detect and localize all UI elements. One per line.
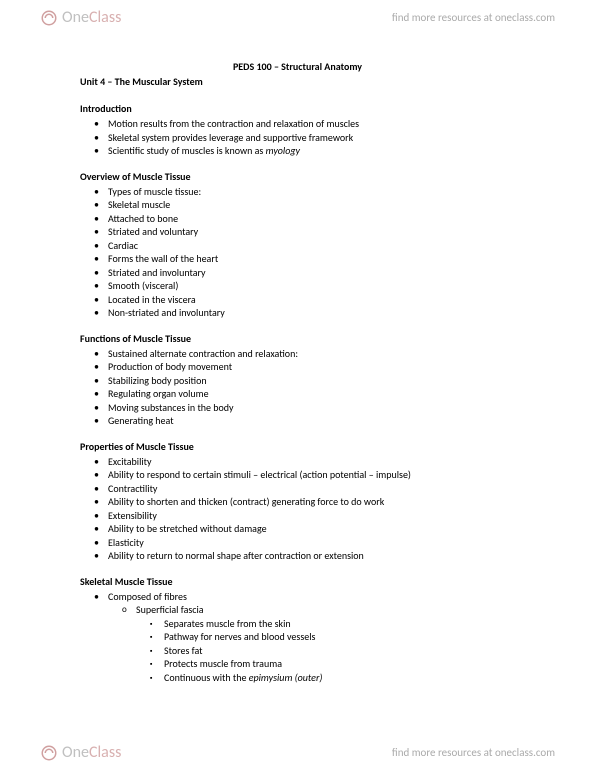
section-title: Skeletal Muscle Tissue [80, 575, 515, 588]
list-item: Types of muscle tissue: [108, 185, 515, 199]
list-item-text: Generating heat [108, 414, 174, 427]
list-item-text: Elasticity [108, 536, 144, 549]
list-item-text: Cardiac [108, 239, 138, 252]
header-tagline: find more resources at oneclass.com [392, 11, 555, 24]
list-item-text: Ability to respond to certain stimuli – … [108, 468, 411, 481]
list-item: Scientific study of muscles is known as … [108, 144, 515, 158]
section-title: Properties of Muscle Tissue [80, 440, 515, 453]
list-item-text: Attached to bone [108, 212, 178, 225]
list-item-text: Moving substances in the body [108, 401, 234, 414]
list-item-text: Ability to return to normal shape after … [108, 549, 364, 562]
list-item: Striated and involuntary [108, 266, 515, 280]
list-item: Forms the wall of the heart [108, 252, 515, 266]
list-item-text: Non-striated and involuntary [108, 306, 225, 319]
list-item: Production of body movement [108, 360, 515, 374]
logo-icon [40, 744, 58, 762]
list-item: Separates muscle from the skin [164, 617, 515, 631]
list-item: Elasticity [108, 536, 515, 550]
logo-text-class: Class [89, 743, 121, 762]
list-item-text: Skeletal system provides leverage and su… [108, 131, 353, 144]
list-item-text: Extensibility [108, 509, 157, 522]
list-item: Composed of fibresSuperficial fasciaSepa… [108, 590, 515, 685]
page-header: OneClass find more resources at oneclass… [0, 0, 595, 35]
logo: OneClass [40, 8, 121, 27]
list-item-text: Excitability [108, 455, 152, 468]
list-item: Sustained alternate contraction and rela… [108, 347, 515, 361]
list-item: Stabilizing body position [108, 374, 515, 388]
list-item: Stores fat [164, 644, 515, 658]
list-item: Extensibility [108, 509, 515, 523]
list-item-text: Composed of fibres [108, 590, 187, 603]
list-item-text: Motion results from the contraction and … [108, 117, 359, 130]
list-item-text: Forms the wall of the heart [108, 252, 218, 265]
unit-title: Unit 4 – The Muscular System [80, 75, 515, 88]
list-item: Ability to respond to certain stimuli – … [108, 468, 515, 482]
list-item-text: Stabilizing body position [108, 374, 207, 387]
footer-logo: OneClass [40, 743, 121, 762]
footer-tagline: find more resources at oneclass.com [392, 746, 555, 759]
list-item-text: Types of muscle tissue: [108, 185, 201, 198]
logo-text-one: One [62, 8, 89, 27]
list-item-text: Ability to shorten and thicken (contract… [108, 495, 384, 508]
list-item: Smooth (visceral) [108, 279, 515, 293]
list-item: Skeletal system provides leverage and su… [108, 131, 515, 145]
list-item-text: Striated and voluntary [108, 225, 198, 238]
italic-term: epimysium (outer) [249, 671, 323, 684]
list-item-text: Ability to be stretched without damage [108, 522, 267, 535]
list-item-text: Stores fat [164, 644, 203, 657]
list-item-text: Superficial fascia [136, 603, 204, 616]
list-item-text: Separates muscle from the skin [164, 617, 291, 630]
list-item-text: Skeletal muscle [108, 198, 170, 211]
list-item-text: Sustained alternate contraction and rela… [108, 347, 298, 360]
section-title: Functions of Muscle Tissue [80, 332, 515, 345]
list-item-text: Continuous with the [164, 671, 249, 684]
course-title: PEDS 100 – Structural Anatomy [80, 60, 515, 73]
list-item: Regulating organ volume [108, 387, 515, 401]
list-item-text: Smooth (visceral) [108, 279, 178, 292]
list-item: Protects muscle from trauma [164, 657, 515, 671]
list-item: Moving substances in the body [108, 401, 515, 415]
page-footer: OneClass find more resources at oneclass… [0, 735, 595, 770]
logo-text-class: Class [89, 8, 121, 27]
list-item: Superficial fasciaSeparates muscle from … [136, 603, 515, 684]
logo-text-one: One [62, 743, 89, 762]
list-item: Ability to be stretched without damage [108, 522, 515, 536]
list-item-text: Production of body movement [108, 360, 232, 373]
list-item: Cardiac [108, 239, 515, 253]
italic-term: myology [266, 144, 300, 157]
list-item: Attached to bone [108, 212, 515, 226]
list-item-text: Regulating organ volume [108, 387, 209, 400]
section-title: Introduction [80, 102, 515, 115]
list-item-text: Striated and involuntary [108, 266, 206, 279]
list-item-text: Located in the viscera [108, 293, 196, 306]
list-item: Contractility [108, 482, 515, 496]
list-item: Continuous with the epimysium (outer) [164, 671, 515, 685]
list-item: Generating heat [108, 414, 515, 428]
list-item: Skeletal muscle [108, 198, 515, 212]
list-item: Pathway for nerves and blood vessels [164, 630, 515, 644]
list-item: Non-striated and involuntary [108, 306, 515, 320]
section-title: Overview of Muscle Tissue [80, 170, 515, 183]
list-item-text: Pathway for nerves and blood vessels [164, 630, 315, 643]
list-item: Located in the viscera [108, 293, 515, 307]
list-item: Motion results from the contraction and … [108, 117, 515, 131]
logo-icon [40, 9, 58, 27]
list-item: Ability to return to normal shape after … [108, 549, 515, 563]
list-item-text: Contractility [108, 482, 157, 495]
document-content: PEDS 100 – Structural Anatomy Unit 4 – T… [0, 0, 595, 724]
list-item-text: Protects muscle from trauma [164, 657, 282, 670]
list-item-text: Scientific study of muscles is known as [108, 144, 266, 157]
list-item: Striated and voluntary [108, 225, 515, 239]
list-item: Ability to shorten and thicken (contract… [108, 495, 515, 509]
list-item: Excitability [108, 455, 515, 469]
